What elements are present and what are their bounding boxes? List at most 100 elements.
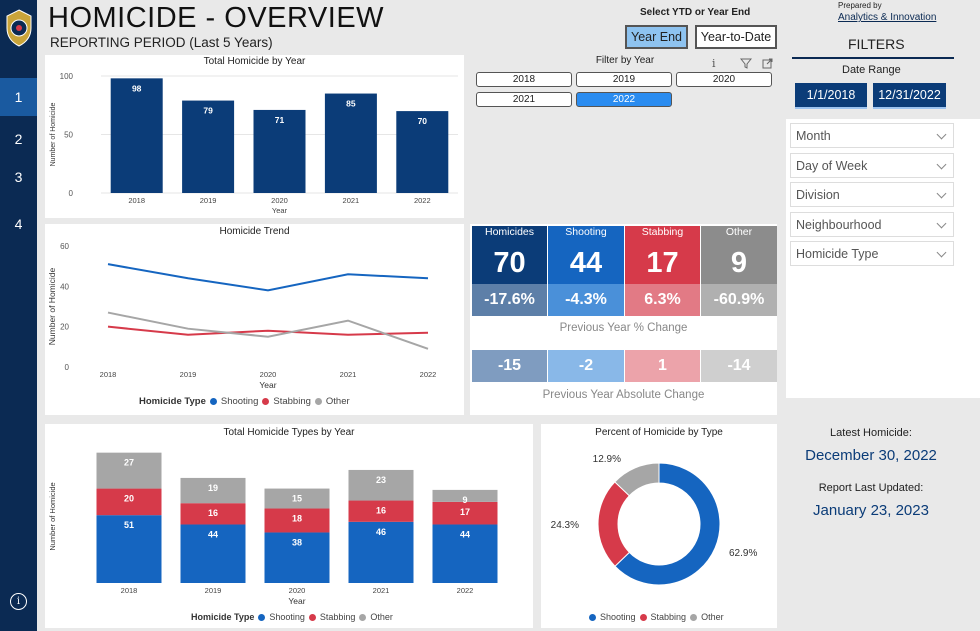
homicide-type-slicer-label: Homicide Type: [796, 246, 879, 261]
year-chip-2022[interactable]: 2022: [576, 92, 672, 107]
legend-item: Shooting: [600, 612, 636, 622]
types-by-year-chart: 51 20 27 2018 44 16 19 2019 38 18 15 2020 46 16 23 2021…: [48, 452, 498, 606]
nav-page-4[interactable]: 4: [14, 216, 23, 232]
bar-segment: [96, 488, 162, 516]
date-start-input[interactable]: 1/1/2018: [795, 83, 867, 109]
division-slicer[interactable]: Division: [790, 182, 954, 207]
bar-segment: [348, 469, 414, 501]
homicide-type-slicer[interactable]: Homicide Type: [790, 241, 954, 266]
day-of-week-slicer[interactable]: Day of Week: [790, 153, 954, 178]
data-label: 17: [460, 507, 470, 517]
kpi-abs-stabbing: 1: [625, 350, 700, 382]
kpi-header-other: Other: [701, 226, 777, 242]
x-tick-label: 2022: [414, 196, 431, 205]
year-filter-title: Filter by Year: [595, 55, 655, 66]
neighbourhood-slicer[interactable]: Neighbourhood: [790, 212, 954, 237]
kpi-value-stabbing: 17: [625, 242, 700, 284]
bar: [253, 109, 306, 193]
year-end-toggle[interactable]: Year End: [625, 25, 688, 49]
data-label: 18: [292, 514, 302, 524]
data-label: 20: [124, 494, 134, 504]
total-by-year-panel: Total Homicide by Year 0 50 100 98 2018 79 201…: [45, 55, 464, 218]
expand-icon[interactable]: [762, 58, 773, 69]
y-tick-label: 40: [60, 282, 69, 291]
x-tick-label: 2019: [205, 586, 222, 595]
year-to-date-toggle[interactable]: Year-to-Date: [695, 25, 777, 49]
x-tick-label: 2020: [271, 196, 288, 205]
legend-dot: [589, 613, 596, 621]
data-label: 44: [208, 529, 218, 539]
data-label: 24.3%: [551, 520, 579, 531]
year-chip-2021[interactable]: 2021: [476, 92, 572, 107]
trend-chart: 0 20 40 60 2018 2019 2020 2021 2022 Year Number of…: [47, 242, 436, 390]
kpi-abs-homicides: -15: [472, 350, 547, 382]
data-label: 16: [208, 508, 218, 518]
kpi-abs-shooting: -2: [548, 350, 624, 382]
bar-segment: [180, 524, 246, 583]
report-updated-value: January 23, 2023: [813, 502, 929, 519]
data-label: 27: [124, 458, 134, 468]
kpi-abs-other: -14: [701, 350, 777, 382]
legend-dot: [308, 613, 316, 621]
data-label: 12.9%: [593, 454, 621, 465]
chart-title: Total Homicide Types by Year: [223, 427, 355, 438]
chevron-down-icon: [936, 218, 947, 229]
x-tick-label: 2018: [128, 196, 145, 205]
legend-dot: [359, 613, 367, 621]
trend-panel: Homicide Trend 0 20 40 60 2018 2019 2020 2021 20…: [45, 224, 464, 415]
nav-page-2[interactable]: 2: [14, 131, 23, 147]
legend-dot: [639, 613, 647, 621]
filter-icon[interactable]: [740, 58, 752, 69]
nav-page-1[interactable]: 1: [0, 78, 37, 116]
series-line: [107, 311, 429, 350]
abs-change-caption: Previous Year Absolute Change: [542, 389, 705, 401]
info-icon[interactable]: i: [10, 593, 27, 610]
x-tick-label: 2020: [289, 586, 306, 595]
x-tick-label: 2022: [457, 586, 474, 595]
x-axis-label: Year: [288, 596, 305, 606]
page-title: HOMICIDE - OVERVIEW: [48, 2, 385, 34]
chevron-down-icon: [936, 159, 947, 170]
prepared-by-label: Prepared by: [838, 1, 882, 10]
month-slicer-label: Month: [796, 128, 831, 143]
prepared-by-link[interactable]: Analytics & Innovation: [838, 12, 937, 23]
x-tick-label: 2021: [340, 370, 357, 379]
latest-homicide-label: Latest Homicide:: [830, 427, 912, 439]
nav-page-3[interactable]: 3: [14, 169, 23, 185]
kpi-value-homicides: 70: [472, 242, 547, 284]
types-by-year-panel: Total Homicide Types by Year 51 20 27 2018 4…: [45, 424, 533, 628]
legend-dot: [314, 398, 322, 405]
legend-item: Stabbing: [273, 396, 311, 407]
bar-segment: [180, 477, 246, 504]
date-end-input[interactable]: 12/31/2022: [873, 83, 946, 109]
kpi-header-stabbing: Stabbing: [625, 226, 700, 242]
data-label: 16: [376, 506, 386, 516]
bar: [110, 78, 163, 193]
year-chip-2020[interactable]: 2020: [676, 72, 772, 87]
x-tick-label: 2019: [180, 370, 197, 379]
data-label: 44: [460, 529, 470, 539]
bar-segment: [96, 452, 162, 489]
x-tick-label: 2019: [200, 196, 217, 205]
bar-segment: [264, 488, 330, 509]
legend-item: Stabbing: [319, 612, 356, 622]
year-chip-2018[interactable]: 2018: [476, 72, 572, 87]
year-chip-2019[interactable]: 2019: [576, 72, 672, 87]
chart-title: Homicide Trend: [219, 226, 290, 237]
data-label: 71: [275, 115, 285, 125]
bar: [182, 100, 235, 193]
x-tick-label: 2018: [100, 370, 117, 379]
day-of-week-slicer-label: Day of Week: [796, 158, 868, 173]
y-tick-label: 100: [60, 72, 74, 81]
data-label: 9: [462, 495, 467, 505]
legend-item: Shooting: [269, 612, 305, 622]
kpi-pct-stabbing: 6.3%: [625, 284, 700, 316]
kpi-header-homicides: Homicides: [472, 226, 547, 242]
data-label: 98: [132, 83, 142, 93]
info-icon[interactable]: i: [712, 57, 716, 70]
month-slicer[interactable]: Month: [790, 123, 954, 148]
kpi-pct-shooting: -4.3%: [548, 284, 624, 316]
y-axis-label: Number of Homicide: [50, 102, 57, 166]
data-label: 51: [124, 520, 134, 530]
legend-item: Other: [701, 612, 724, 622]
